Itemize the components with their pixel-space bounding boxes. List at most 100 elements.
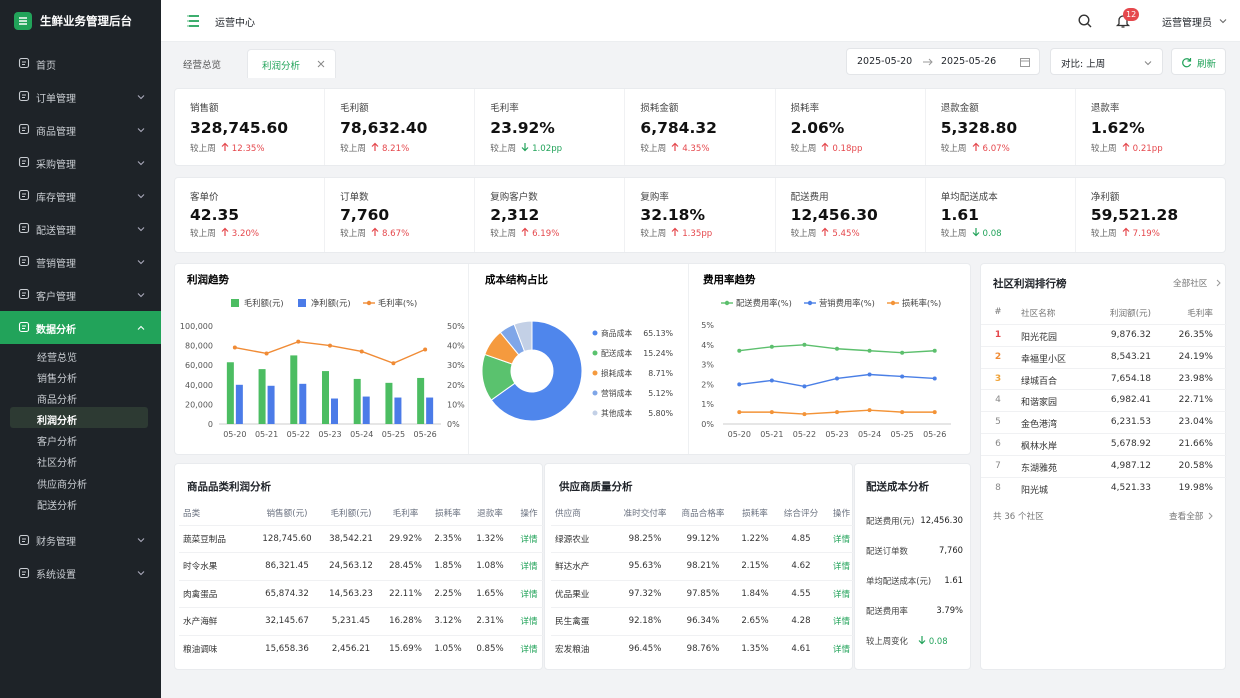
- bar: [394, 397, 402, 424]
- compare-label: 较上周: [340, 229, 366, 239]
- detail-link[interactable]: 详情: [825, 607, 858, 635]
- table-cell: 1.08%: [468, 552, 512, 580]
- menu-item[interactable]: 订单管理: [0, 80, 161, 113]
- submenu-item[interactable]: 商品分析: [0, 386, 161, 407]
- menu-label: 采购管理: [36, 159, 76, 171]
- detail-link[interactable]: 详情: [512, 552, 546, 580]
- rank-number: 3: [994, 373, 1002, 384]
- detail-link[interactable]: 详情: [512, 607, 546, 635]
- bar: [385, 382, 393, 424]
- submenu-item[interactable]: 供应商分析: [0, 471, 161, 492]
- icon-shape: [18, 123, 30, 135]
- detail-link[interactable]: 详情: [512, 634, 546, 663]
- detail-link[interactable]: 详情: [512, 524, 546, 553]
- trend-arrow: [521, 227, 529, 236]
- detail-link[interactable]: 详情: [825, 579, 858, 608]
- y-tick-label: 4%: [701, 341, 714, 350]
- menu-item[interactable]: 客户管理: [0, 278, 161, 311]
- x-tick-label: 05-20: [728, 430, 751, 439]
- arrow-shape: [821, 227, 829, 236]
- ranking-row: 3 绿城百合 7,654.18 23.98%: [981, 367, 1227, 390]
- menu-item[interactable]: 商品管理: [0, 113, 161, 146]
- arrow-shape: [1122, 227, 1130, 236]
- menu-toggle[interactable]: [185, 13, 201, 29]
- ranking-cell: 23.98%: [1178, 373, 1213, 384]
- menu-item[interactable]: 系统设置: [0, 556, 161, 589]
- bar: [258, 369, 266, 424]
- menu-item[interactable]: 库存管理: [0, 179, 161, 212]
- item-value: 3.79%: [936, 605, 963, 615]
- table-cell: 1.35%: [733, 634, 777, 663]
- menu-label: 商品管理: [36, 126, 76, 138]
- compare-label: 较上周: [790, 229, 817, 239]
- detail-link[interactable]: 详情: [825, 634, 858, 663]
- refresh-button[interactable]: 刷新: [1171, 48, 1226, 75]
- compare-label: 较上周: [190, 229, 216, 239]
- table-cell: 14,563.23: [319, 579, 383, 608]
- menu-item[interactable]: 财务管理: [0, 523, 161, 556]
- detail-link[interactable]: 详情: [825, 524, 858, 553]
- submenu-item[interactable]: 社区分析: [0, 449, 161, 470]
- kpi: 损耗金额 6,784.32 较上周 4.35%: [624, 89, 774, 165]
- arrow-shape: [821, 142, 829, 151]
- menu-chevron: [137, 325, 145, 330]
- delivery-card: 配送成本分析 配送费用(元) 12,456.30 配送订单数 7,760 单均配送成本(…: [854, 463, 971, 670]
- ranking-filter[interactable]: 全部社区: [1173, 279, 1208, 289]
- chart-row-card: 利润趋势 0 20,000 40,000 60,000 80,000 100,000 0% 1…: [174, 263, 971, 455]
- x-tick-label: 05-24: [350, 430, 373, 439]
- submenu-item[interactable]: 经营总览: [0, 344, 161, 365]
- compare-select[interactable]: 对比: 上周: [1050, 48, 1163, 75]
- menu-item[interactable]: 采购管理: [0, 146, 161, 179]
- table-cell: 97.32%: [617, 579, 673, 608]
- kpi-label: 销售额: [190, 103, 219, 114]
- menu-item[interactable]: 营销管理: [0, 245, 161, 278]
- legend-marker: [592, 330, 598, 336]
- column-header: 操作: [832, 508, 851, 519]
- detail-link[interactable]: 详情: [512, 579, 546, 608]
- arrow-shape: [221, 227, 229, 236]
- user-name[interactable]: 运营管理员: [1162, 18, 1212, 29]
- item-value: 12,456.30: [920, 515, 963, 525]
- tab[interactable]: 经营总览: [169, 49, 247, 78]
- table-cell: 97.85%: [673, 579, 733, 608]
- kpi: 配送费用 12,456.30 较上周 5.45%: [774, 178, 925, 252]
- kpi-compare: 较上周 8.21%: [340, 142, 474, 154]
- point: [769, 410, 774, 415]
- table-cell: 5,231.45: [319, 607, 383, 635]
- menu-item[interactable]: 首页: [0, 47, 161, 80]
- search-icon[interactable]: [1077, 13, 1093, 29]
- kpi-label: 复购率: [640, 192, 669, 203]
- menu-item[interactable]: 数据分析: [0, 310, 161, 344]
- legend-marker: [592, 370, 598, 376]
- trend-arrow: [221, 142, 229, 151]
- point: [867, 372, 872, 377]
- date-range[interactable]: 2025-05-20 2025-05-26: [846, 48, 1040, 75]
- point: [835, 346, 839, 351]
- chevron: [137, 571, 145, 576]
- x-tick-label: 05-25: [382, 430, 405, 439]
- kpi-card: 销售额 328,745.60 较上周 12.35% 毛利额 78,632.40 较上周 8.2…: [174, 88, 1226, 166]
- point: [932, 410, 937, 415]
- column-header: 毛利额(元): [330, 508, 372, 519]
- submenu-item[interactable]: 配送分析: [0, 492, 161, 513]
- tab[interactable]: 利润分析: [247, 49, 336, 78]
- legend-label: 配送成本: [601, 348, 632, 358]
- table-cell: 优品果业: [551, 579, 617, 608]
- menu-label: 数据分析: [36, 324, 76, 336]
- menu-item[interactable]: 配送管理: [0, 212, 161, 245]
- x-tick-label: 05-24: [858, 430, 881, 439]
- submenu-item[interactable]: 客户分析: [0, 428, 161, 449]
- table-cell: 15.69%: [383, 634, 428, 663]
- point: [802, 384, 807, 389]
- arrow-shape: [918, 636, 926, 645]
- icon-shape: [22, 325, 26, 329]
- tab-close[interactable]: [317, 60, 325, 68]
- view-all-link[interactable]: 查看全部: [1169, 512, 1204, 522]
- arrow-shape: [671, 142, 679, 151]
- legend-marker: [366, 300, 372, 306]
- detail-link[interactable]: 详情: [825, 552, 858, 580]
- submenu-item[interactable]: 利润分析: [10, 407, 148, 429]
- submenu-item[interactable]: 销售分析: [0, 365, 161, 386]
- icon-shape: [18, 156, 30, 168]
